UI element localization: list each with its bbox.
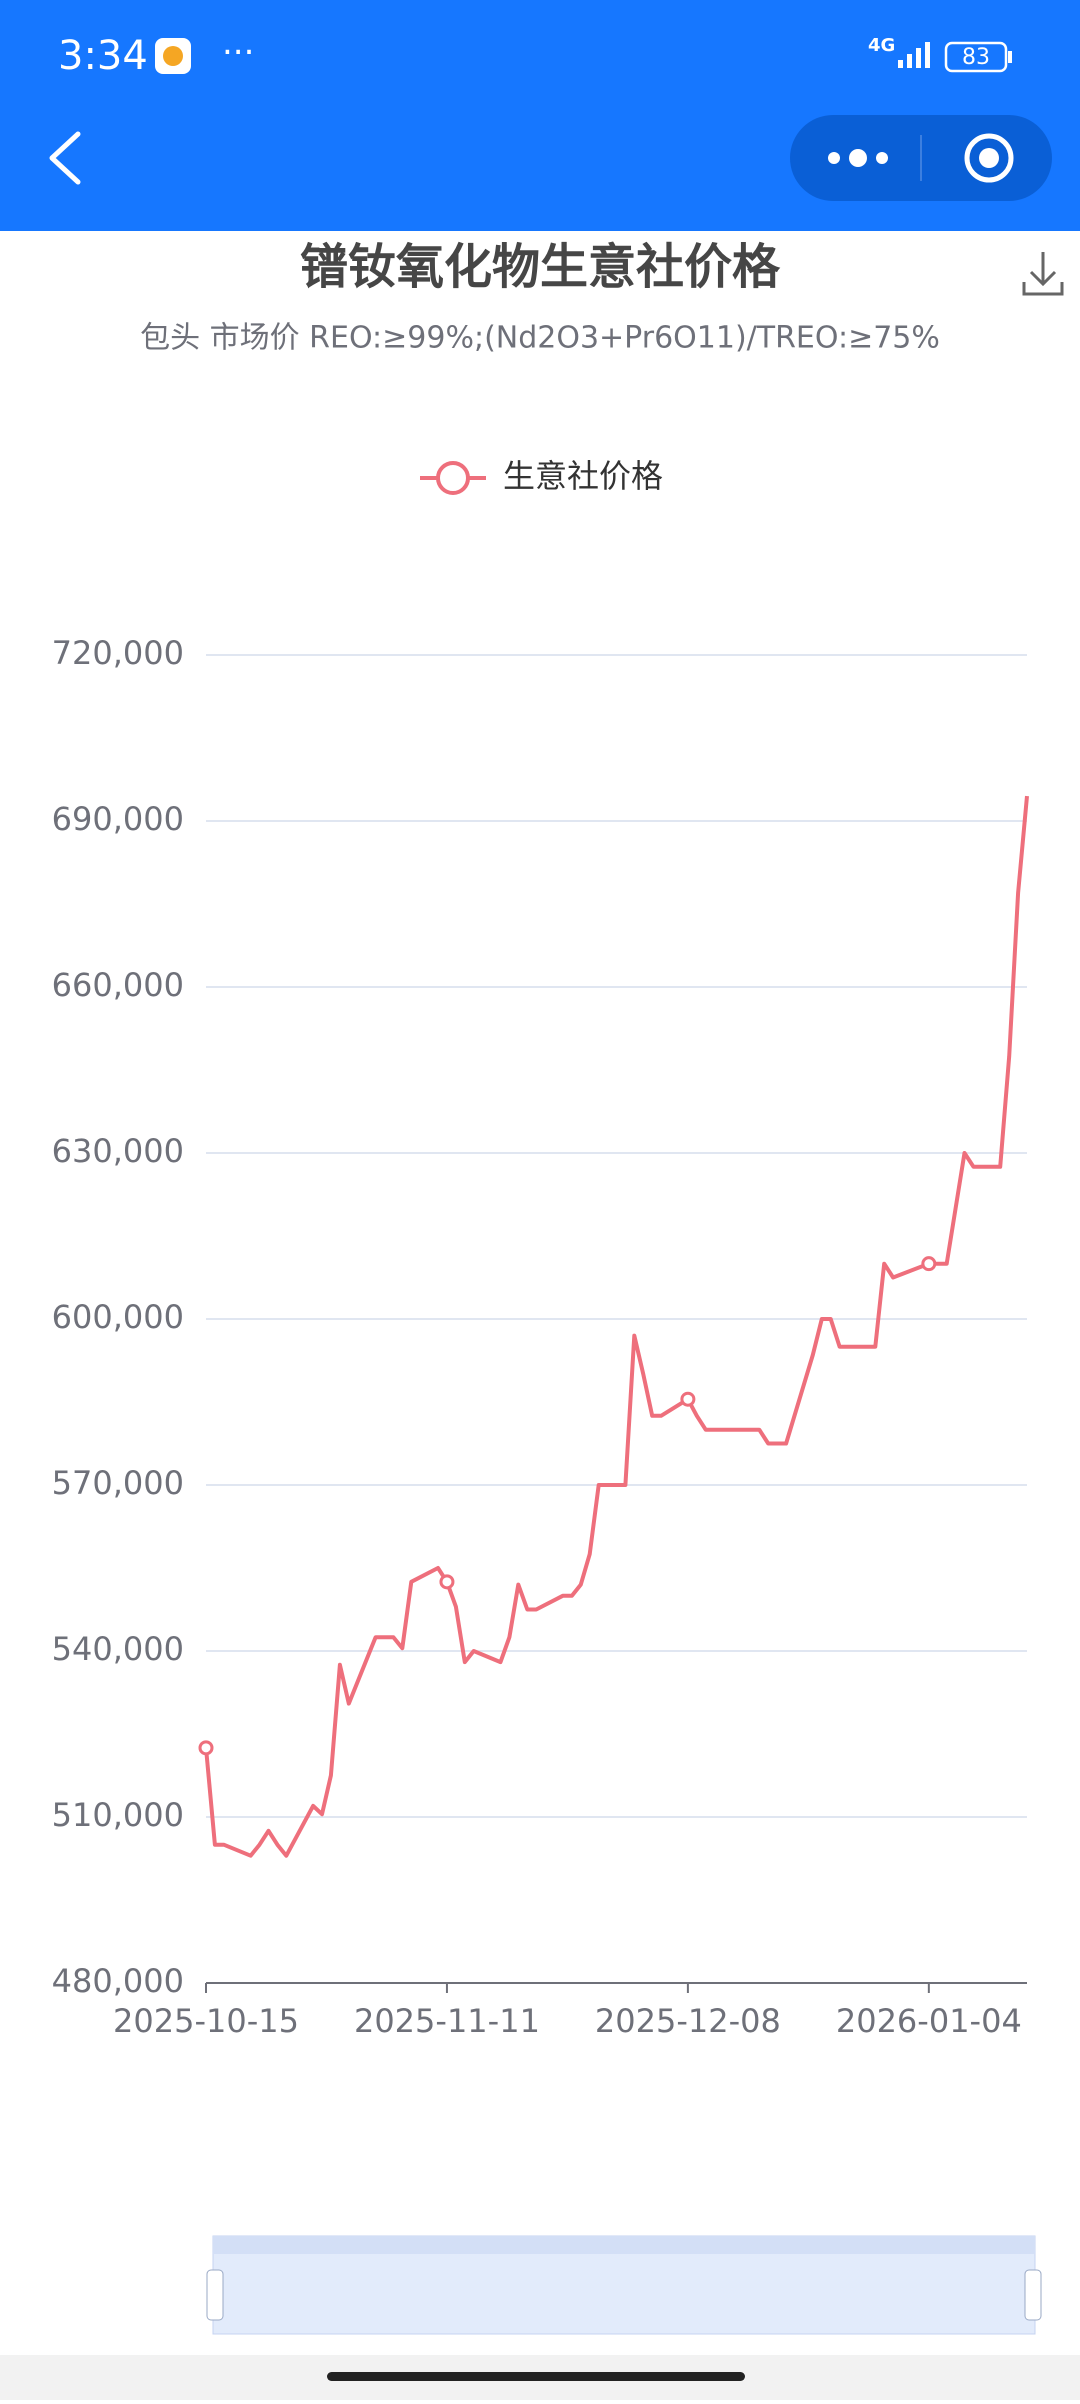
network-label: 4G [868, 35, 895, 56]
y-tick-label: 570,000 [52, 1464, 184, 1502]
point-marker [439, 1574, 455, 1590]
point-marker [198, 1740, 214, 1756]
legend-label: 生意社价格 [503, 457, 663, 495]
datazoom-bar[interactable] [213, 2236, 1035, 2254]
y-tick-label: 510,000 [52, 1796, 184, 1834]
point-marker [680, 1391, 696, 1407]
battery-icon [944, 41, 1008, 73]
y-tick-label: 720,000 [52, 634, 184, 672]
y-tick-label: 630,000 [52, 1132, 184, 1170]
x-tick-label: 2025-10-15 [113, 2002, 299, 2040]
point-marker [921, 1256, 937, 1272]
back-button[interactable] [49, 131, 81, 185]
line-series [204, 795, 1029, 1858]
datazoom-handle-left[interactable] [206, 2269, 224, 2321]
y-tick-label: 600,000 [52, 1298, 184, 1336]
legend-marker [436, 461, 470, 495]
status-more: ··· [222, 33, 254, 73]
download-button[interactable] [1022, 252, 1064, 296]
y-tick-label: 690,000 [52, 800, 184, 838]
battery-level: 83 [962, 45, 990, 70]
y-tick-label: 540,000 [52, 1630, 184, 1668]
status-time: 3:34 [58, 33, 148, 79]
datazoom-handle-right[interactable] [1024, 2269, 1042, 2321]
close-button[interactable] [964, 133, 1014, 183]
y-tick-label: 480,000 [52, 1962, 184, 2000]
x-tick-label: 2025-11-11 [354, 2002, 540, 2040]
signal-icon [898, 42, 930, 68]
battery-tip [1008, 51, 1012, 63]
y-tick-label: 660,000 [52, 966, 184, 1004]
home-indicator[interactable] [327, 2372, 745, 2381]
x-tick-label: 2026-01-04 [836, 2002, 1022, 2040]
app-icon-dot [163, 46, 183, 66]
chart-subtitle: 包头 市场价 REO:≥99%;(Nd2O3+Pr6O11)/TREO:≥75% [140, 321, 940, 356]
x-tick-label: 2025-12-08 [595, 2002, 781, 2040]
chart-title: 镨钕氧化物生意社价格 [300, 239, 781, 295]
more-button[interactable] [828, 149, 888, 167]
plot: 480,000 510,000 540,000 570,000 600,000 630,0… [52, 457, 1029, 2040]
